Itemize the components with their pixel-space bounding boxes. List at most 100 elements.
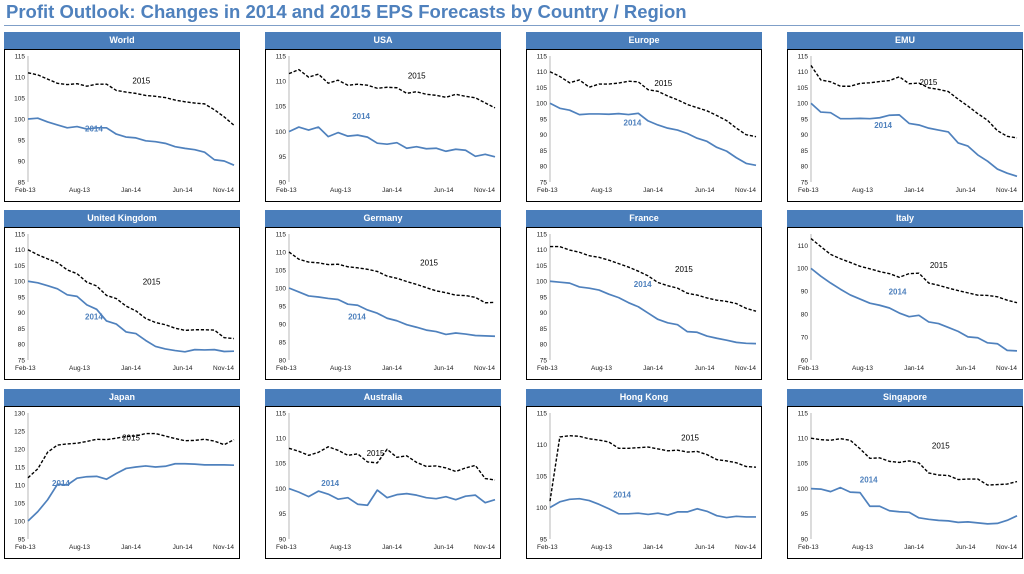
y-tick-label: 95 — [540, 294, 548, 301]
x-tick-label: Jun-14 — [695, 544, 715, 551]
x-tick-label: Feb-13 — [798, 544, 819, 551]
x-tick-label: Aug-13 — [591, 365, 612, 372]
series-line-2015 — [810, 65, 1018, 139]
x-tick-label: Jun-14 — [173, 365, 193, 372]
x-tick-label: Nov-14 — [735, 544, 756, 551]
y-tick-label: 90 — [540, 132, 548, 139]
chart-panel: EMU 75 80 85 90 95 100 105 110 115 Feb-13 Aug-13 Jan… — [787, 32, 1023, 202]
x-tick-label: Jan-14 — [643, 365, 663, 372]
x-tick-label: Jun-14 — [434, 365, 454, 372]
x-tick-label: Aug-13 — [591, 544, 612, 551]
chart-title: United Kingdom — [4, 210, 240, 227]
x-tick-label: Aug-13 — [852, 544, 873, 551]
y-tick-label: 95 — [279, 511, 287, 518]
y-tick-label: 115 — [537, 410, 548, 417]
series-label-2014: 2014 — [860, 475, 878, 484]
x-tick-label: Nov-14 — [213, 544, 234, 551]
y-tick-label: 75 — [540, 357, 548, 364]
chart-frame — [526, 406, 762, 559]
y-tick-label: 80 — [540, 164, 548, 171]
page-title: Profit Outlook: Changes in 2014 and 2015… — [6, 1, 687, 22]
series-line-2015 — [550, 245, 757, 312]
x-tick-label: Nov-14 — [213, 365, 234, 372]
x-tick-label: Jun-14 — [434, 544, 454, 551]
x-tick-label: Feb-13 — [15, 544, 36, 551]
x-tick-label: Jan-14 — [121, 365, 141, 372]
y-tick-label: 95 — [279, 154, 287, 161]
y-tick-label: 90 — [18, 158, 26, 165]
chart-title: Hong Kong — [526, 389, 762, 406]
x-tick-label: Jun-14 — [695, 365, 715, 372]
y-tick-label: 90 — [801, 289, 809, 296]
x-tick-label: Feb-13 — [537, 365, 558, 372]
y-tick-label: 95 — [540, 536, 548, 543]
chart-title: Germany — [265, 210, 501, 227]
x-tick-label: Feb-13 — [276, 187, 297, 194]
series-line-2014 — [27, 462, 235, 522]
y-tick-label: 110 — [537, 69, 548, 76]
series-label-2014: 2014 — [85, 125, 103, 134]
y-tick-label: 100 — [14, 116, 25, 123]
y-tick-label: 105 — [14, 500, 25, 507]
x-tick-label: Jun-14 — [695, 187, 715, 194]
y-tick-label: 100 — [536, 505, 547, 512]
chart-frame — [4, 49, 240, 202]
y-tick-label: 105 — [536, 85, 547, 92]
y-tick-label: 100 — [797, 101, 808, 108]
series-line-2015 — [288, 446, 496, 481]
chart-panel: Europe 75 80 85 90 95 100 105 110 115 Feb-13 Aug-13… — [526, 32, 762, 202]
x-tick-label: Jun-14 — [956, 187, 976, 194]
chart-panel: Japan 95 100 105 110 115 120 125 130 Feb-13 Aug-13… — [4, 389, 240, 559]
x-tick-label: Nov-14 — [996, 187, 1017, 194]
y-tick-label: 115 — [537, 231, 548, 238]
y-tick-label: 115 — [276, 410, 287, 417]
series-label-2015: 2015 — [654, 79, 672, 88]
line-chart: 95 100 105 110 115 Feb-13 Aug-13 Jan-14 Jun-14 No… — [536, 410, 756, 551]
x-tick-label: Feb-13 — [276, 544, 297, 551]
y-tick-label: 80 — [801, 311, 809, 318]
y-tick-label: 105 — [275, 104, 286, 111]
y-tick-label: 125 — [14, 428, 25, 435]
y-tick-label: 110 — [537, 442, 548, 449]
series-line-2015 — [810, 238, 1018, 304]
line-chart: 75 80 85 90 95 100 105 110 115 Feb-13 Aug-13 Jan-14… — [536, 53, 756, 194]
chart-panel: United Kingdom 75 80 85 90 95 100 105 110 115 Feb-… — [4, 210, 240, 380]
y-tick-label: 110 — [798, 436, 809, 443]
y-tick-label: 100 — [14, 279, 25, 286]
series-line-2014 — [549, 497, 756, 519]
y-tick-label: 115 — [15, 464, 26, 471]
y-tick-label: 105 — [275, 461, 286, 468]
line-chart: 85 90 95 100 105 110 115 Feb-13 Aug-13 Jan-14 Jun-… — [14, 53, 235, 194]
y-tick-label: 115 — [798, 410, 809, 417]
title-rule — [4, 25, 1020, 26]
y-tick-label: 95 — [801, 116, 809, 123]
x-tick-label: Aug-13 — [852, 187, 873, 194]
chart-frame — [787, 227, 1023, 380]
x-tick-label: Jan-14 — [382, 544, 402, 551]
y-tick-label: 105 — [797, 461, 808, 468]
line-chart: 95 100 105 110 115 120 125 130 Feb-13 Aug-13 Jan-1… — [14, 410, 235, 551]
y-tick-label: 110 — [15, 482, 26, 489]
y-tick-label: 110 — [798, 243, 809, 250]
line-chart: 75 80 85 90 95 100 105 110 115 Feb-13 Aug-13 Jan-14… — [14, 231, 234, 372]
y-tick-label: 110 — [276, 436, 287, 443]
series-label-2015: 2015 — [681, 434, 699, 443]
series-line-2014 — [288, 487, 496, 507]
y-tick-label: 85 — [540, 326, 548, 333]
chart-frame — [787, 49, 1023, 202]
y-tick-label: 90 — [279, 179, 287, 186]
line-chart: 90 95 100 105 110 115 Feb-13 Aug-13 Jan-14 Jun-14… — [275, 410, 496, 551]
y-tick-label: 80 — [18, 342, 26, 349]
y-tick-label: 110 — [276, 249, 287, 256]
series-label-2014: 2014 — [624, 118, 642, 127]
x-tick-label: Feb-13 — [798, 187, 819, 194]
y-tick-label: 130 — [14, 410, 25, 417]
y-tick-label: 95 — [18, 137, 26, 144]
x-tick-label: Feb-13 — [276, 365, 297, 372]
chart-panel: USA 90 95 100 105 110 115 Feb-13 Aug-13 Jan-14 Jun… — [265, 32, 501, 202]
series-line-2014 — [27, 117, 235, 166]
chart-frame — [526, 227, 762, 380]
x-tick-label: Aug-13 — [330, 187, 351, 194]
x-tick-label: Jan-14 — [121, 544, 141, 551]
series-label-2014: 2014 — [352, 112, 370, 121]
